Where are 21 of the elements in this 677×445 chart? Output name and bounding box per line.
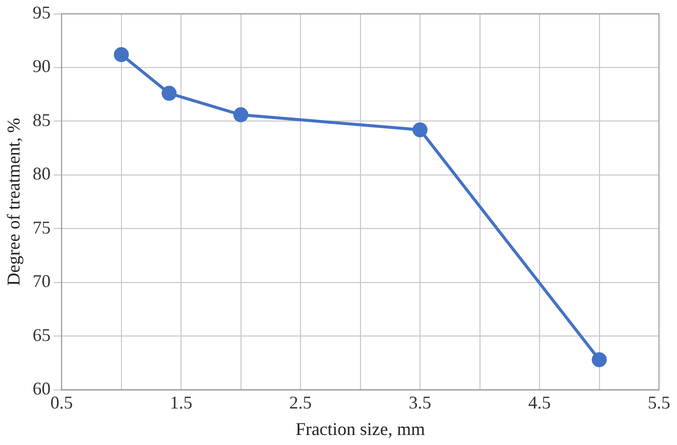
x-axis-title: Fraction size, mm: [296, 418, 426, 439]
x-tick-label: 1.5: [170, 392, 192, 412]
y-tick-label: 65: [32, 324, 51, 345]
x-tick-label: 3.5: [408, 392, 432, 412]
y-tick-label: 85: [32, 110, 51, 130]
x-tick-label: 4.5: [528, 392, 551, 412]
point: [233, 107, 248, 122]
x-tick-label: 2.5: [289, 392, 312, 412]
y-tick-label: 60: [32, 378, 51, 399]
y-tick-label: 80: [32, 164, 51, 184]
y-tick-label: 70: [32, 271, 51, 292]
y-tick-label: 75: [32, 217, 51, 238]
point: [592, 352, 607, 368]
point: [114, 47, 129, 62]
point: [412, 122, 428, 138]
y-tick-label: 90: [32, 56, 51, 76]
x-tick-label: 5.5: [648, 392, 670, 412]
point: [162, 86, 177, 101]
y-axis-title: Degree of treatment, %: [4, 118, 24, 286]
x-tick-label: 0.5: [50, 392, 73, 412]
y-tick-label: 95: [32, 2, 51, 23]
